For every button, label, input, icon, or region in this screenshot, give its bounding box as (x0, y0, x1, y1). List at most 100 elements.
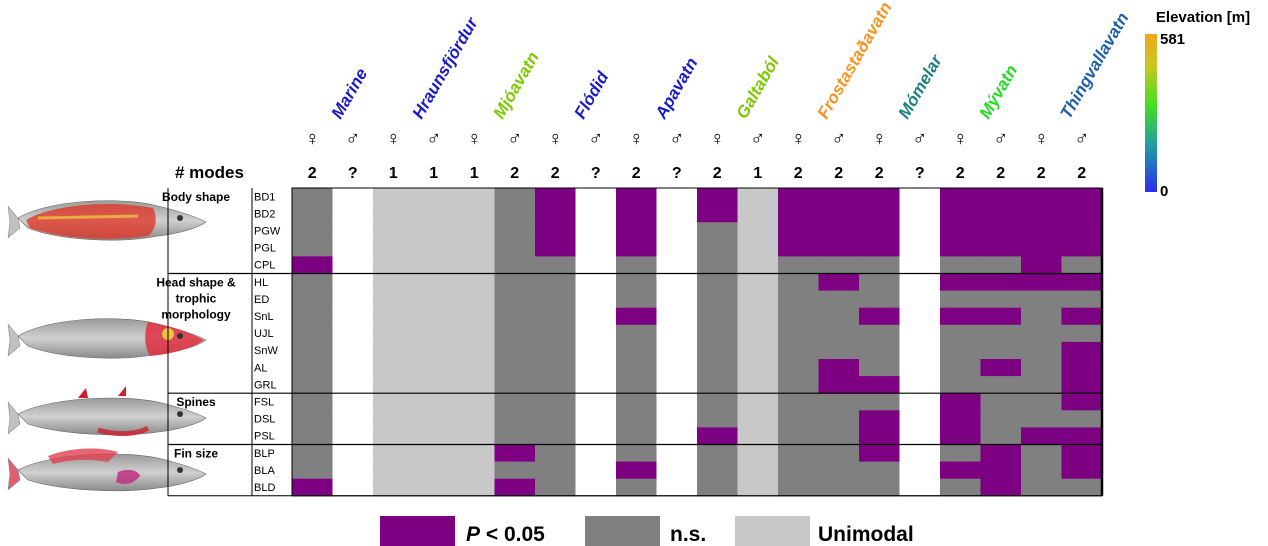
heatmap-cell (332, 376, 374, 394)
modes-value: 2 (1077, 165, 1086, 182)
heatmap-cell (292, 427, 333, 445)
heatmap-cell (1021, 461, 1062, 480)
heatmap-cell (697, 273, 738, 291)
heatmap-cell (697, 427, 738, 445)
modes-value: 1 (429, 165, 438, 182)
heatmap-cell (616, 444, 657, 462)
colorbar-gradient (1145, 34, 1157, 192)
heatmap-cell (778, 359, 819, 377)
heatmap-cell (899, 290, 941, 309)
heatmap-cell (899, 188, 941, 206)
heatmap-cell (575, 461, 617, 480)
heatmap-cell (697, 307, 738, 326)
heatmap-cell (697, 478, 738, 497)
heatmap-cell (1061, 188, 1103, 206)
heatmap-cell (980, 290, 1022, 309)
modes-value: 2 (551, 165, 560, 182)
heatmap-cell (413, 359, 455, 377)
trait-labels: BD1 BD2 PGW PGL CPL HL ED SnL UJL SnW AL GRL FSL DSL P… (254, 191, 281, 494)
heatmap-cell (656, 324, 698, 343)
heatmap-cell (737, 478, 779, 497)
modes-value: ? (915, 165, 925, 182)
heatmap-cell (413, 239, 455, 257)
heatmap-cell (1061, 273, 1103, 291)
population-label: Apavatn (651, 54, 701, 122)
trait-group-labels: Body shape Head shape & trophic morphology S… (156, 190, 236, 461)
heatmap-cell (940, 341, 981, 360)
heatmap-cell (575, 307, 617, 326)
heatmap-cell (980, 273, 1022, 291)
heatmap-cell (373, 376, 414, 394)
heatmap-cell (737, 410, 779, 428)
colorbar-min-label: 0 (1160, 183, 1168, 200)
female-symbol-icon: ♀ (467, 128, 482, 150)
male-symbol-icon: ♂ (426, 128, 441, 150)
heatmap-cell (1021, 290, 1062, 309)
heatmap-cell (494, 359, 536, 377)
heatmap-cell (940, 307, 981, 326)
heatmap-cell (1061, 393, 1103, 411)
trait-label: SnL (254, 311, 274, 323)
heatmap-cell (373, 444, 414, 462)
heatmap-cell (859, 188, 900, 206)
heatmap-cell (535, 307, 576, 326)
heatmap-cell (778, 188, 819, 206)
heatmap-cell (899, 341, 941, 360)
female-symbol-icon: ♀ (548, 128, 563, 150)
heatmap-cell (373, 205, 414, 223)
heatmap-cell (737, 324, 779, 343)
heatmap-cell (413, 205, 455, 223)
heatmap-cell (494, 290, 536, 309)
heatmap-cell (575, 324, 617, 343)
heatmap-cell (697, 341, 738, 360)
heatmap-cell (292, 410, 333, 428)
legend-swatch (380, 516, 455, 546)
modes-value: 2 (996, 165, 1005, 182)
heatmap-cell (413, 341, 455, 360)
heatmap-cell (494, 427, 536, 445)
modes-value: 2 (308, 165, 317, 182)
heatmap-cell (940, 290, 981, 309)
heatmap-cell (413, 376, 455, 394)
heatmap-cell (940, 256, 981, 274)
heatmap-cell (778, 461, 819, 480)
heatmap-cell (778, 478, 819, 497)
fish-head-shape-icon (7, 318, 207, 359)
male-symbol-icon: ♂ (831, 128, 846, 150)
heatmap-borders (167, 187, 1104, 497)
heatmap-cell (616, 256, 657, 274)
heatmap-cell (535, 205, 576, 223)
heatmap-cell (980, 324, 1022, 343)
heatmap-cell (778, 256, 819, 274)
heatmap-cell (535, 461, 576, 480)
heatmap-cell (494, 239, 536, 257)
heatmap-cell (778, 290, 819, 309)
heatmap-cell (413, 273, 455, 291)
population-label: Marine (328, 65, 372, 122)
heatmap-cell (1061, 359, 1103, 377)
heatmap-cell (737, 239, 779, 257)
heatmap-cell (697, 461, 738, 480)
heatmap-cell (940, 376, 981, 394)
heatmap-cell (980, 478, 1022, 497)
heatmap-cell (413, 461, 455, 480)
heatmap-cell (899, 427, 941, 445)
heatmap-cell (373, 273, 414, 291)
heatmap-cell (373, 410, 414, 428)
trait-label: FSL (254, 397, 274, 409)
heatmap-cell (778, 444, 819, 462)
trait-label: PGL (254, 243, 276, 255)
heatmap-cell (980, 307, 1022, 326)
heatmap-cell (454, 444, 495, 462)
trait-label: SnW (254, 345, 278, 357)
heatmap-cell (1061, 376, 1103, 394)
heatmap-cell (818, 222, 860, 240)
heatmap-cell (332, 273, 374, 291)
heatmap-cell (697, 205, 738, 223)
heatmap-cell (778, 410, 819, 428)
heatmap-cell (980, 410, 1022, 428)
heatmap-cell (818, 290, 860, 309)
heatmap-cell (494, 273, 536, 291)
heatmap-cell (980, 427, 1022, 445)
heatmap-cell (980, 359, 1022, 377)
